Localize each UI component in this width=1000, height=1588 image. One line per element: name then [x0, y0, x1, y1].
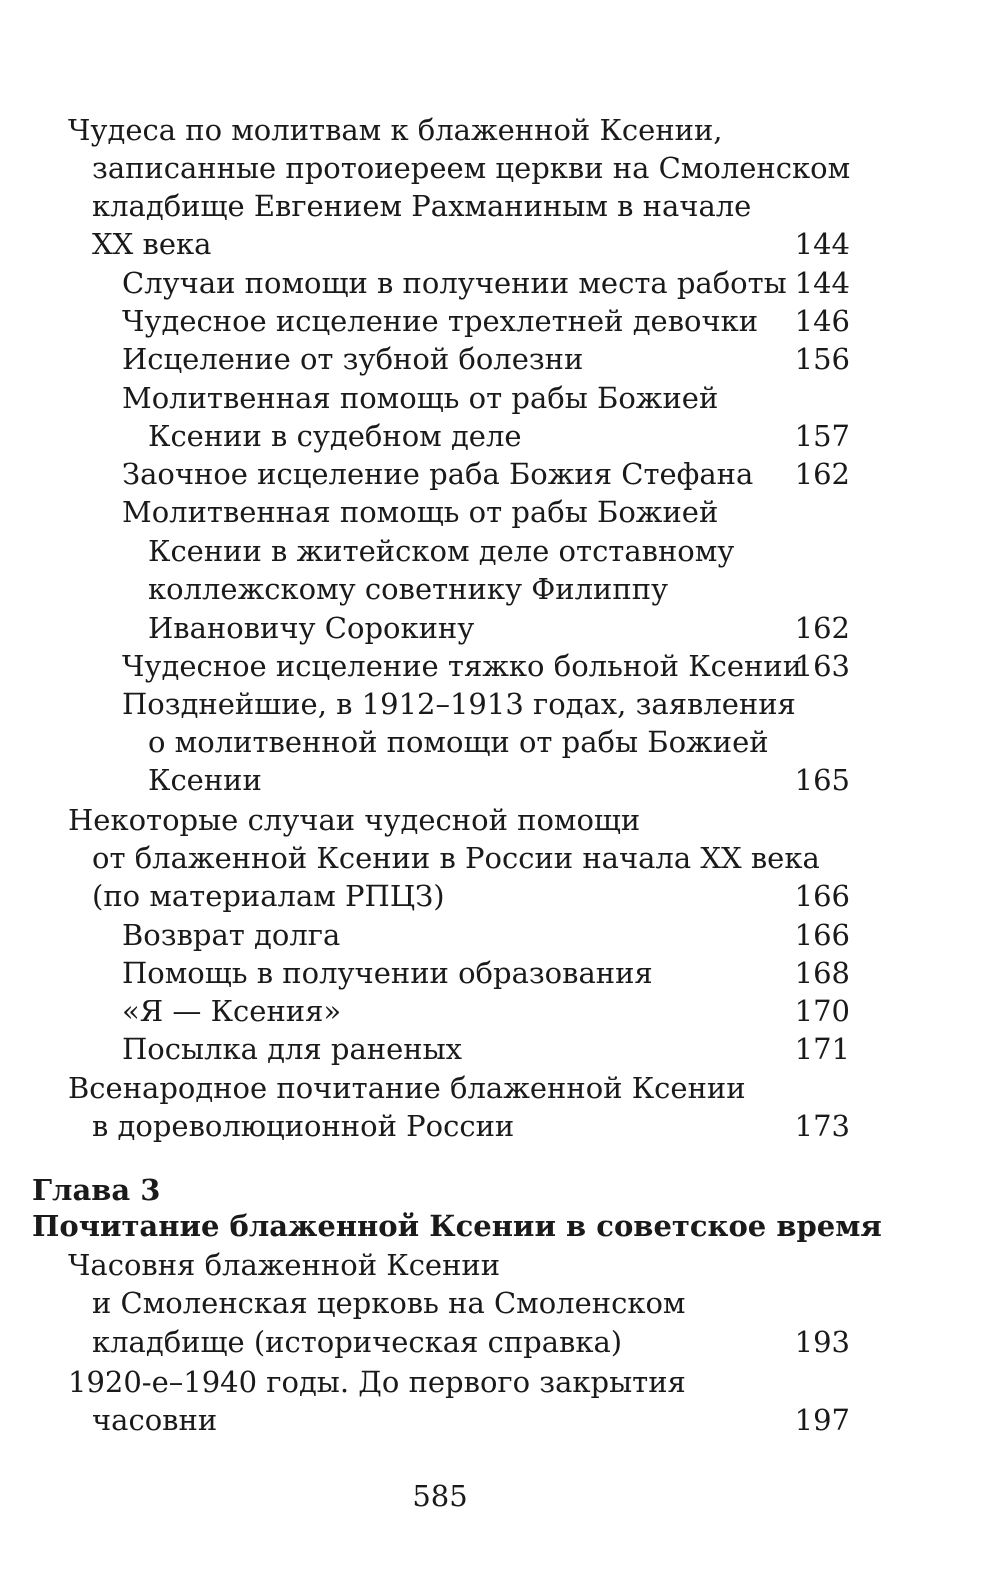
toc-entry-title: часовни — [92, 1403, 218, 1437]
toc-entry: Некоторые случаи чудесной помощи — [0, 801, 1000, 839]
toc-entry: Ивановичу Сорокину 162 — [0, 609, 1000, 647]
toc-entry: коллежскому советнику Филиппу — [0, 570, 1000, 608]
toc-entry-title: Чудесное исцеление трехлетней девочки — [122, 304, 759, 338]
toc-entry-page: 168 — [794, 956, 850, 990]
toc-entry: «Я — Ксения» 170 — [0, 992, 1000, 1030]
toc-entry-page: 166 — [794, 879, 850, 913]
toc-entry-page: 163 — [794, 649, 850, 683]
toc-entry-title: о молитвенной помощи от рабы Божией — [148, 725, 769, 759]
toc-entry-page: 197 — [794, 1403, 850, 1437]
toc-entry-title: Чудеса по молитвам к блаженной Ксении, — [68, 113, 723, 147]
toc-entry: от блаженной Ксении в России начала XX в… — [0, 839, 1000, 877]
toc-entry-title: Глава 3 — [32, 1173, 161, 1207]
toc-entry: Ксении в житейском деле отставному — [0, 532, 1000, 570]
toc-entry-page: 171 — [794, 1032, 850, 1066]
toc-entry-title: Ксении в житейском деле отставному — [148, 534, 735, 568]
toc-entry-title: Почитание блаженной Ксении в советское в… — [32, 1209, 882, 1243]
toc-entry-title: Случаи помощи в получении места работы — [122, 266, 787, 300]
toc-entry-title: Чудесное исцеление тяжко больной Ксении — [122, 649, 803, 683]
toc-entry-title: Ксении — [148, 763, 262, 797]
toc-entry: 1920-е–1940 годы. До первого закрытия — [0, 1363, 1000, 1401]
toc-entry-page: 146 — [794, 304, 850, 338]
chapter-heading: Почитание блаженной Ксении в советское в… — [0, 1207, 1000, 1245]
toc-entry-title: Возврат долга — [122, 918, 341, 952]
toc-entry: Чудеса по молитвам к блаженной Ксении, — [0, 111, 1000, 149]
toc-entry-title: Часовня блаженной Ксении — [68, 1248, 501, 1282]
toc-entry: записанные протоиереем церкви на Смоленс… — [0, 149, 1000, 187]
toc-entry-title: «Я — Ксения» — [122, 994, 342, 1028]
toc-entry-page: 144 — [794, 227, 850, 261]
toc-entry-title: Посылка для раненых — [122, 1032, 463, 1066]
toc-entry-title: Молитвенная помощь от рабы Божией — [122, 495, 719, 529]
toc-entry-page: 166 — [794, 918, 850, 952]
toc-entry-title: Позднейшие, в 1912–1913 годах, заявления — [122, 687, 796, 721]
toc-entry-title: кладбище Евгением Рахманиным в начале — [92, 189, 752, 223]
toc-entry-title: от блаженной Ксении в России начала XX в… — [92, 841, 820, 875]
toc-entry: и Смоленская церковь на Смоленском — [0, 1284, 1000, 1322]
toc-entry-title: записанные протоиереем церкви на Смоленс… — [92, 151, 851, 185]
toc-entry-page: 144 — [794, 266, 850, 300]
toc-entry-title: 1920-е–1940 годы. До первого закрытия — [68, 1365, 686, 1399]
toc-entry-title: Ивановичу Сорокину — [148, 611, 475, 645]
toc-entry: часовни 197 — [0, 1401, 1000, 1439]
toc-entry: Исцеление от зубной болезни 156 — [0, 340, 1000, 378]
toc-entry: Ксении 165 — [0, 761, 1000, 799]
toc-entry: кладбище Евгением Рахманиным в начале — [0, 187, 1000, 225]
toc-entry: о молитвенной помощи от рабы Божией — [0, 723, 1000, 761]
toc-entry-title: XX века — [92, 227, 212, 261]
toc-entry-title: Некоторые случаи чудесной помощи — [68, 803, 641, 837]
toc-entry-page: 156 — [794, 342, 850, 376]
toc-entry: Посылка для раненых 171 — [0, 1030, 1000, 1068]
toc-entry-title: Молитвенная помощь от рабы Божией — [122, 381, 719, 415]
toc-entry-page: 173 — [794, 1109, 850, 1143]
toc-entry-page: 193 — [794, 1325, 850, 1359]
toc-entry-title: и Смоленская церковь на Смоленском — [92, 1286, 686, 1320]
toc-entry: Чудесное исцеление трехлетней девочки 146 — [0, 302, 1000, 340]
toc-entry-page: 157 — [794, 419, 850, 453]
toc-entry: Случаи помощи в получении места работы 14… — [0, 264, 1000, 302]
toc-entry: Молитвенная помощь от рабы Божией — [0, 493, 1000, 531]
toc-entry-title: в дореволюционной России — [92, 1109, 515, 1143]
toc-entry-page: 170 — [794, 994, 850, 1028]
toc-entry: XX века 144 — [0, 225, 1000, 263]
toc-entry: Чудесное исцеление тяжко больной Ксении 1… — [0, 647, 1000, 685]
toc-entry: в дореволюционной России 173 — [0, 1107, 1000, 1145]
toc-entry-page: 162 — [794, 611, 850, 645]
toc-entry-page: 162 — [794, 457, 850, 491]
toc-entry-title: Исцеление от зубной болезни — [122, 342, 584, 376]
toc-entry: Ксении в судебном деле 157 — [0, 417, 1000, 455]
toc-entry: Молитвенная помощь от рабы Божией — [0, 379, 1000, 417]
toc-entry-page: 165 — [794, 763, 850, 797]
toc-entry: Помощь в получении образования 168 — [0, 954, 1000, 992]
toc-entry-title: Всенародное почитание блаженной Ксении — [68, 1071, 746, 1105]
toc-entry-title: Заочное исцеление раба Божия Стефана — [122, 457, 754, 491]
toc-entry: Позднейшие, в 1912–1913 годах, заявления — [0, 685, 1000, 723]
toc-entry: (по материалам РПЦЗ) 166 — [0, 877, 1000, 915]
toc-entry: Всенародное почитание блаженной Ксении — [0, 1069, 1000, 1107]
toc-entry: Часовня блаженной Ксении — [0, 1246, 1000, 1284]
toc-entry-title: коллежскому советнику Филиппу — [148, 572, 669, 606]
toc-entry: Возврат долга 166 — [0, 916, 1000, 954]
chapter-heading: Глава 3 — [0, 1171, 1000, 1209]
toc-entry-title: Помощь в получении образования — [122, 956, 653, 990]
toc-entry: Заочное исцеление раба Божия Стефана 162 — [0, 455, 1000, 493]
toc-entry: кладбище (историческая справка) 193 — [0, 1323, 1000, 1361]
toc-entry-title: Ксении в судебном деле — [148, 419, 522, 453]
toc-entry-title: (по материалам РПЦЗ) — [92, 879, 445, 913]
page-number: 585 — [412, 1479, 468, 1513]
toc-entry-title: кладбище (историческая справка) — [92, 1325, 623, 1359]
